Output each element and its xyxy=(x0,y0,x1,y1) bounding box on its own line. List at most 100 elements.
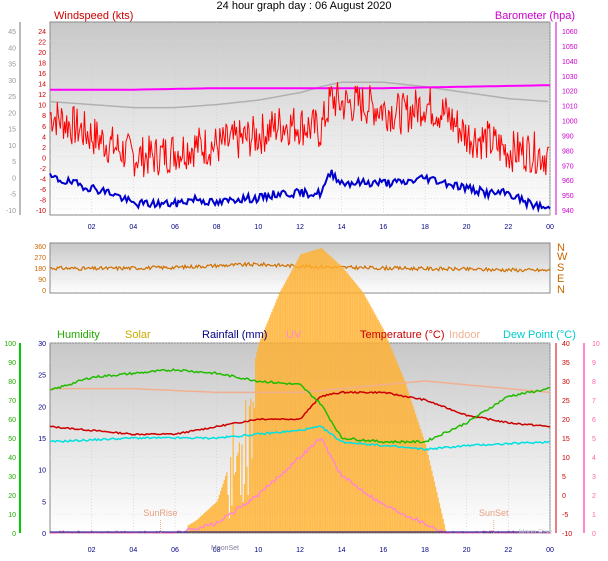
wind-x-tick-label: 14 xyxy=(338,224,346,231)
solar-bar xyxy=(370,306,372,533)
solar-bar xyxy=(281,288,283,533)
compass-tick-label: N xyxy=(557,284,565,296)
outer-wind-tick-label: -5 xyxy=(10,192,16,199)
solar-bar xyxy=(358,287,361,533)
humidity-tick-label: 60 xyxy=(8,417,16,424)
uv-tick-label: 4 xyxy=(592,455,596,462)
temperature-tick-label: -5 xyxy=(562,512,568,519)
solar-bar xyxy=(356,284,358,533)
solar-bar xyxy=(350,277,352,533)
solar-bar xyxy=(297,258,299,533)
solar-bar xyxy=(340,265,342,533)
wind-x-tick-label: 18 xyxy=(421,224,429,231)
solar-bar xyxy=(353,281,356,533)
uv-tick-label: 9 xyxy=(592,360,596,367)
solar-bar xyxy=(295,263,297,533)
solar-bar xyxy=(438,502,441,533)
barometer-tick-label: 980 xyxy=(562,148,574,155)
solar-bar xyxy=(417,421,419,533)
legend-dew-point: Dew Point (°C) xyxy=(503,329,576,341)
windspeed-line xyxy=(49,82,550,178)
legend-indoor: Indoor xyxy=(449,329,481,341)
moonrise-annotation: Moon Rise xyxy=(519,529,553,536)
temperature-x-tick-label: 08 xyxy=(213,547,221,554)
humidity-tick-label: 70 xyxy=(8,398,16,405)
solar-bar xyxy=(327,254,329,533)
legend-solar: Solar xyxy=(125,329,151,341)
moonset-annotation: MoonSet xyxy=(211,545,239,552)
temperature-x-tick-label: 18 xyxy=(421,547,429,554)
solar-bar xyxy=(441,513,443,533)
solar-bar xyxy=(351,278,353,533)
average-wind-line xyxy=(49,169,551,214)
solar-bar xyxy=(442,518,444,533)
windspeed-tick-label: 24 xyxy=(38,29,46,36)
wind-x-tick-label: 16 xyxy=(379,224,387,231)
solar-bar xyxy=(228,518,230,533)
humidity-tick-label: 30 xyxy=(8,474,16,481)
solar-bar xyxy=(291,270,293,533)
temperature-tick-label: 5 xyxy=(562,474,566,481)
solar-bar xyxy=(427,455,429,533)
solar-bar xyxy=(235,471,237,533)
solar-bar xyxy=(403,380,406,533)
solar-bar xyxy=(432,476,434,533)
wind-x-tick-label: 08 xyxy=(213,224,221,231)
solar-bar xyxy=(286,279,288,533)
rainfall-tick-label: 10 xyxy=(38,468,46,475)
solar-bar xyxy=(402,376,404,533)
windspeed-axis-label: Windspeed (kts) xyxy=(54,10,133,22)
uv-tick-label: 3 xyxy=(592,474,596,481)
windspeed-tick-label: 4 xyxy=(42,134,46,141)
solar-bar xyxy=(411,402,413,533)
solar-bar xyxy=(367,301,369,533)
solar-bar xyxy=(332,258,334,533)
solar-bar xyxy=(401,373,403,533)
solar-bar xyxy=(420,429,422,533)
temperature-x-tick-label: 10 xyxy=(254,547,262,554)
barometer-tick-label: 970 xyxy=(562,163,574,170)
solar-bar xyxy=(366,299,368,533)
solar-bar xyxy=(226,472,228,533)
wind-x-tick-label: 20 xyxy=(463,224,471,231)
solar-bar xyxy=(323,250,326,533)
solar-bar xyxy=(413,410,416,533)
dew-point-line xyxy=(50,425,551,452)
outer-wind-tick-label: 25 xyxy=(8,94,16,101)
barometer-tick-label: 1000 xyxy=(562,119,578,126)
solar-bar xyxy=(292,268,294,533)
barometer-tick-label: 990 xyxy=(562,133,574,140)
solar-bar xyxy=(192,522,194,533)
solar-bar xyxy=(231,505,233,533)
compass-tick-label: E xyxy=(557,273,564,285)
solar-bar xyxy=(357,286,359,533)
solar-bar xyxy=(440,508,442,533)
temperature-line xyxy=(49,390,551,436)
solar-bar xyxy=(368,303,371,533)
solar-bar xyxy=(288,274,291,533)
windspeed-tick-label: 22 xyxy=(38,40,46,47)
solar-bar xyxy=(211,506,213,533)
solar-bar xyxy=(398,367,401,533)
solar-bar xyxy=(421,432,423,533)
solar-bar xyxy=(200,516,202,533)
solar-bar xyxy=(437,497,439,533)
uv-tick-label: 1 xyxy=(592,512,596,519)
outer-wind-tick-label: 20 xyxy=(8,110,16,117)
solar-bar xyxy=(221,487,223,533)
solar-bar xyxy=(383,331,386,533)
solar-bar xyxy=(256,352,258,533)
solar-bar xyxy=(251,458,253,533)
solar-bar xyxy=(217,498,219,533)
solar-bar xyxy=(393,355,396,533)
solar-bar xyxy=(242,501,244,533)
solar-bar xyxy=(253,407,256,533)
windspeed-tick-label: 18 xyxy=(38,61,46,68)
temperature-tick-label: 20 xyxy=(562,417,570,424)
solar-bar xyxy=(260,338,262,533)
solar-bar xyxy=(390,346,392,533)
humidity-tick-label: 50 xyxy=(8,436,16,443)
uv-tick-label: 0 xyxy=(592,531,596,538)
